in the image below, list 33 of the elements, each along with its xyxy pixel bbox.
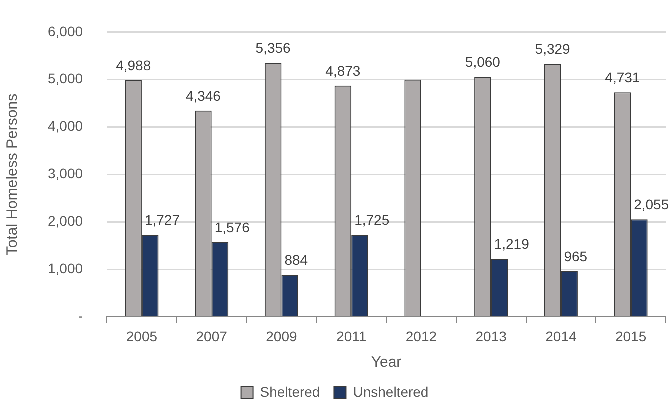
x-tick-label: 2013 bbox=[476, 328, 508, 344]
legend-label: Sheltered bbox=[260, 384, 320, 400]
x-tick-label: 2011 bbox=[336, 328, 367, 344]
data-label: 965 bbox=[564, 248, 588, 264]
x-tick-label: 2015 bbox=[615, 328, 647, 344]
y-tick-label: 2,000 bbox=[48, 213, 84, 230]
y-tick-label: 1,000 bbox=[48, 260, 84, 277]
data-label: 5,356 bbox=[256, 40, 292, 56]
x-tick-label: 2005 bbox=[126, 328, 158, 344]
x-tick-label: 2014 bbox=[546, 328, 577, 344]
data-label: 1,576 bbox=[214, 219, 250, 236]
y-tick-label: - bbox=[78, 308, 84, 324]
legend-label: Unsheltered bbox=[353, 384, 429, 400]
data-label: 1,219 bbox=[494, 236, 530, 252]
data-label: 884 bbox=[284, 252, 308, 268]
data-label: 4,988 bbox=[116, 57, 152, 74]
y-tick-label: 5,000 bbox=[48, 70, 84, 87]
data-label: 5,060 bbox=[465, 54, 501, 70]
x-tick-label: 2012 bbox=[406, 328, 438, 344]
data-label: 4,873 bbox=[326, 62, 361, 79]
data-label: 4,731 bbox=[605, 69, 640, 86]
y-tick-label: 6,000 bbox=[48, 23, 84, 40]
x-tick-label: 2009 bbox=[266, 328, 298, 344]
y-tick-label: 4,000 bbox=[48, 118, 84, 134]
data-label: 1,727 bbox=[144, 212, 180, 228]
data-label: 2,055 bbox=[634, 196, 670, 213]
data-label: 1,725 bbox=[354, 212, 390, 228]
data-label: 4,346 bbox=[186, 88, 222, 104]
x-tick-label: 2007 bbox=[196, 328, 228, 344]
data-label: 5,329 bbox=[535, 41, 571, 58]
x-axis-title: Year bbox=[371, 354, 402, 372]
y-tick-label: 3,000 bbox=[48, 166, 84, 182]
y-axis-title: Total Homeless Persons bbox=[4, 94, 22, 256]
